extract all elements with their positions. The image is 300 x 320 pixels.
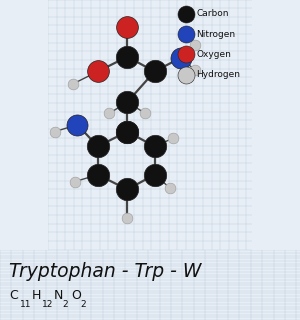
Text: Nitrogen: Nitrogen xyxy=(196,29,236,38)
Text: Oxygen: Oxygen xyxy=(196,50,231,59)
Point xyxy=(95,69,100,74)
Point xyxy=(143,111,148,116)
Point xyxy=(170,136,175,141)
Point xyxy=(184,11,189,16)
Text: 2: 2 xyxy=(80,300,86,309)
Point xyxy=(75,122,80,127)
Point xyxy=(184,72,189,77)
Text: 12: 12 xyxy=(42,300,53,309)
Text: Carbon: Carbon xyxy=(196,9,229,18)
Point xyxy=(184,31,189,36)
Text: N: N xyxy=(53,289,63,302)
Text: Tryptophan - Trp - W: Tryptophan - Trp - W xyxy=(9,262,201,281)
Point xyxy=(193,43,198,48)
Point xyxy=(125,129,130,134)
Point xyxy=(152,144,157,149)
Point xyxy=(52,129,57,134)
Point xyxy=(184,52,189,57)
Point xyxy=(125,129,130,134)
Point xyxy=(125,215,130,220)
Point xyxy=(125,25,130,30)
Point xyxy=(107,111,112,116)
Point xyxy=(168,186,173,191)
Text: H: H xyxy=(32,289,41,302)
Point xyxy=(125,187,130,192)
Text: 11: 11 xyxy=(20,300,31,309)
Point xyxy=(178,55,183,60)
Text: C: C xyxy=(9,289,18,302)
Point xyxy=(125,100,130,105)
Point xyxy=(95,172,100,177)
Point xyxy=(152,69,157,74)
Text: Hydrogen: Hydrogen xyxy=(196,70,241,79)
Point xyxy=(152,172,157,177)
Text: 2: 2 xyxy=(62,300,68,309)
Point xyxy=(125,54,130,59)
Point xyxy=(73,179,77,184)
Point xyxy=(70,81,75,86)
Point xyxy=(193,68,198,73)
Text: O: O xyxy=(71,289,81,302)
Point xyxy=(95,144,100,149)
